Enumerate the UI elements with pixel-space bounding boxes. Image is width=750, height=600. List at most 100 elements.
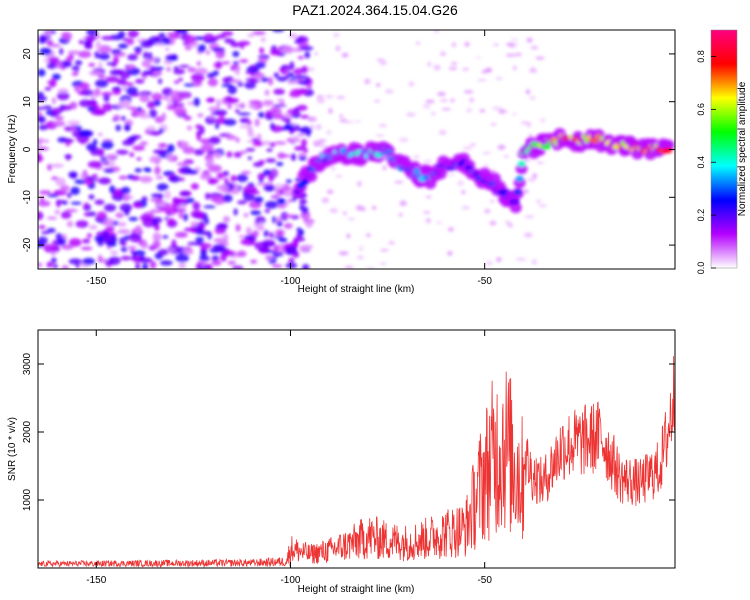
noise-blob [38, 190, 52, 195]
noise-blob [289, 61, 295, 71]
noise-blob [479, 108, 486, 113]
noise-blob [208, 115, 215, 119]
noise-blob [48, 78, 57, 88]
noise-blob [171, 201, 181, 211]
noise-blob [239, 124, 252, 129]
noise-blob [74, 60, 83, 66]
noise-blob [267, 76, 274, 86]
noise-blob [296, 80, 310, 85]
heatmap-signal-layer [292, 128, 675, 214]
noise-blob [190, 221, 199, 227]
noise-blob [258, 111, 265, 119]
noise-blob [226, 151, 233, 158]
noise-blob [103, 93, 110, 103]
noise-blob [371, 205, 377, 210]
noise-blob [193, 149, 205, 156]
noise-blob [241, 170, 251, 175]
noise-blob [97, 177, 112, 185]
noise-blob [89, 98, 97, 108]
noise-blob [269, 142, 276, 148]
noise-blob [139, 94, 150, 103]
noise-blob [358, 245, 364, 252]
noise-blob [425, 196, 432, 199]
noise-blob [287, 199, 294, 203]
noise-blob [276, 229, 284, 237]
noise-blob [207, 78, 218, 87]
noise-blob [164, 217, 169, 221]
noise-blob [127, 136, 138, 141]
noise-blob [519, 258, 528, 261]
noise-blob [264, 89, 270, 96]
noise-blob [113, 55, 119, 65]
noise-blob [335, 174, 343, 178]
noise-blob [505, 42, 514, 46]
noise-blob [347, 217, 355, 221]
noise-blob [205, 97, 216, 103]
noise-blob [461, 205, 470, 210]
noise-blob [138, 257, 153, 263]
noise-blob [523, 189, 529, 194]
noise-blob [168, 175, 181, 183]
noise-blob [276, 221, 283, 227]
noise-blob [298, 156, 307, 161]
noise-blob [48, 56, 60, 64]
noise-blob [66, 220, 74, 228]
noise-blob [300, 114, 310, 119]
snr-x-axis: -150 -100 -50 [86, 330, 492, 586]
chart-title: PAZ1.2024.364.15.04.G26 [292, 2, 458, 18]
noise-blob [38, 200, 51, 207]
noise-blob [122, 85, 127, 91]
x-tick-label: -100 [280, 276, 300, 287]
noise-blob [97, 132, 103, 137]
noise-blob [216, 99, 221, 108]
noise-blob [305, 221, 313, 228]
noise-blob [236, 174, 248, 183]
noise-blob [272, 113, 285, 120]
noise-blob [526, 37, 533, 43]
ridge-halo [515, 163, 528, 175]
ridge-core [517, 160, 526, 167]
noise-blob [82, 238, 91, 244]
noise-blob [313, 143, 320, 147]
noise-blob [174, 231, 188, 238]
ridge-halo [305, 171, 318, 183]
noise-blob [203, 205, 216, 209]
noise-blob [120, 186, 131, 194]
noise-blob [94, 87, 101, 97]
noise-blob [197, 44, 207, 53]
noise-blob [105, 76, 119, 83]
noise-blob [527, 177, 536, 183]
noise-blob [287, 80, 299, 85]
noise-blob [151, 92, 163, 102]
noise-blob [448, 66, 458, 71]
noise-blob [433, 64, 441, 71]
noise-blob [326, 130, 332, 135]
noise-blob [124, 123, 131, 132]
noise-blob [68, 238, 82, 247]
noise-blob [211, 260, 222, 266]
noise-blob [139, 141, 148, 146]
noise-blob [139, 214, 152, 222]
noise-blob [307, 67, 315, 72]
noise-blob [500, 110, 509, 113]
noise-blob [238, 40, 251, 46]
noise-blob [83, 212, 91, 217]
noise-blob [173, 103, 185, 107]
noise-blob [173, 66, 179, 70]
noise-blob [119, 203, 133, 213]
noise-blob [54, 115, 65, 121]
noise-blob [117, 229, 131, 235]
noise-blob [166, 67, 172, 72]
noise-blob [213, 61, 223, 69]
noise-blob [43, 244, 56, 248]
noise-blob [100, 35, 115, 41]
noise-blob [263, 230, 269, 238]
noise-blob [123, 197, 130, 202]
noise-blob [38, 111, 43, 117]
noise-blob [173, 106, 187, 116]
noise-blob [122, 99, 132, 107]
noise-blob [247, 132, 255, 138]
noise-blob [225, 134, 237, 140]
noise-blob [227, 85, 237, 95]
noise-blob [216, 172, 225, 180]
